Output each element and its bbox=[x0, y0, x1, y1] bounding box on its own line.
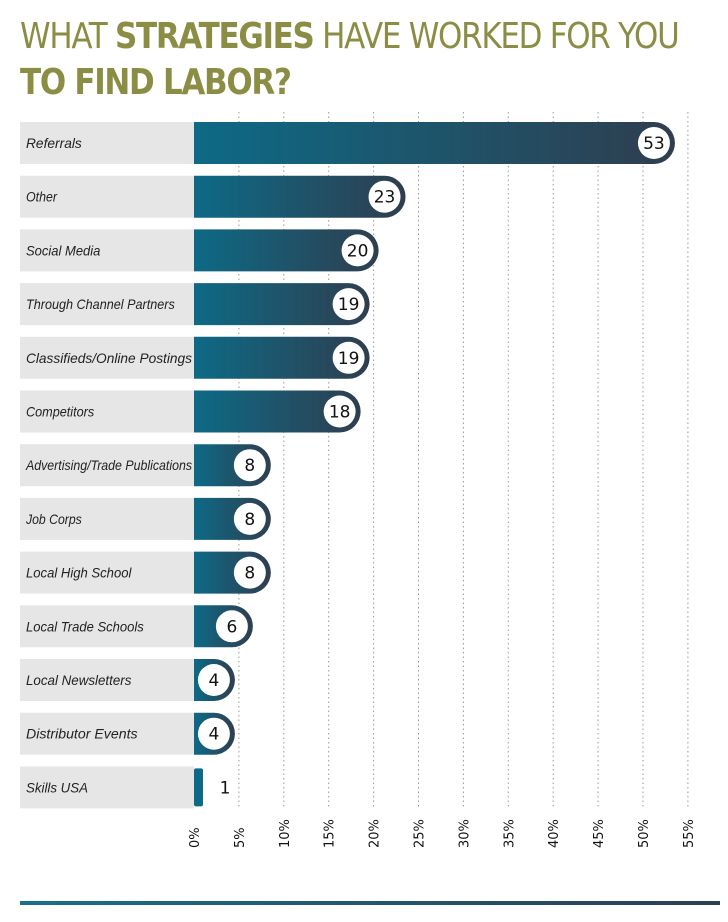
x-tick-label: 50% bbox=[637, 819, 652, 848]
value-badge bbox=[637, 127, 670, 159]
value-label: 19 bbox=[338, 295, 360, 315]
x-tick-label: 55% bbox=[682, 819, 697, 848]
x-tick-label: 0% bbox=[188, 827, 203, 848]
bar bbox=[194, 768, 203, 807]
category-label-bg bbox=[20, 497, 194, 540]
category-label: Local Trade Schools bbox=[26, 618, 144, 634]
category-label: Through Channel Partners bbox=[26, 296, 175, 312]
title-line-1-pre: WHAT bbox=[20, 16, 115, 57]
title-line-1-post: HAVE WORKED FOR YOU bbox=[313, 16, 680, 57]
footer-rule bbox=[20, 901, 720, 905]
value-badge bbox=[197, 717, 230, 750]
category-label: Other bbox=[26, 189, 58, 205]
category-label: Classifieds/Online Postings bbox=[26, 350, 192, 366]
category-label: Local Newsletters bbox=[26, 672, 131, 688]
category-label: Competitors bbox=[26, 404, 94, 420]
category-label-bg bbox=[20, 659, 194, 701]
value-badge bbox=[341, 234, 374, 267]
bar bbox=[194, 229, 379, 272]
bar bbox=[194, 175, 406, 218]
value-label: 23 bbox=[374, 188, 396, 208]
category-label-bg bbox=[20, 551, 194, 594]
category-label-bg bbox=[20, 444, 194, 487]
title-line-1-bold: STRATEGIES bbox=[114, 16, 315, 57]
category-label-bg bbox=[20, 175, 194, 218]
bar bbox=[194, 283, 370, 326]
value-badge bbox=[368, 180, 401, 213]
category-label: Social Media bbox=[26, 242, 101, 258]
category-label: Skills USA bbox=[26, 779, 88, 795]
x-tick-label: 25% bbox=[413, 819, 428, 848]
category-label: Advertising/Trade Publications bbox=[25, 457, 192, 473]
category-label-bg bbox=[20, 712, 194, 755]
value-label: 53 bbox=[643, 134, 665, 154]
value-label: 4 bbox=[209, 671, 220, 691]
category-label-bg bbox=[20, 390, 194, 433]
x-tick-label: 5% bbox=[233, 827, 248, 848]
title-line-2-bold: TO FIND LABOR? bbox=[20, 62, 292, 103]
bar bbox=[194, 390, 361, 433]
category-label-bg bbox=[20, 766, 194, 809]
bar bbox=[194, 122, 675, 164]
x-tick-label: 45% bbox=[592, 819, 607, 848]
value-badge bbox=[332, 288, 365, 321]
category-label-bg bbox=[20, 336, 194, 379]
value-label: 8 bbox=[244, 564, 255, 584]
category-label: Job Corps bbox=[25, 511, 82, 527]
bar bbox=[194, 336, 370, 379]
bar-chart: Referrals Other Social Media Through Channe… bbox=[20, 112, 697, 848]
category-label: Referrals bbox=[26, 135, 82, 151]
x-tick-label: 20% bbox=[368, 819, 383, 848]
value-badge bbox=[332, 341, 365, 374]
x-tick-label: 30% bbox=[457, 819, 472, 848]
value-badge bbox=[233, 556, 266, 589]
x-tick-label: 35% bbox=[502, 819, 517, 848]
chart-title: WHAT STRATEGIES HAVE WORKED FOR YOU TO F… bbox=[20, 14, 680, 106]
category-label: Local High School bbox=[26, 565, 132, 581]
value-label: 18 bbox=[329, 403, 351, 423]
bars: 53 23 20 19 19 18 8 8 8 6 4 4 1 bbox=[194, 122, 675, 807]
category-label-bg bbox=[20, 122, 194, 164]
title-line-1: WHAT STRATEGIES HAVE WORKED FOR YOU bbox=[20, 14, 680, 60]
x-tick-label: 40% bbox=[547, 819, 562, 848]
category-label-bg bbox=[20, 283, 194, 326]
x-axis-ticks: 0% 5% 10% 15% 20% 25% 30% 35% 40% 45% 50% 55% bbox=[188, 819, 697, 848]
value-label: 4 bbox=[209, 725, 220, 745]
category-label-bg bbox=[20, 605, 194, 648]
x-tick-label: 10% bbox=[278, 819, 293, 848]
value-label: 8 bbox=[244, 456, 255, 476]
value-label: 19 bbox=[338, 349, 360, 369]
value-label: 20 bbox=[347, 241, 369, 261]
category-labels: Referrals Other Social Media Through Channe… bbox=[20, 122, 194, 809]
value-badge bbox=[233, 449, 266, 482]
value-badge bbox=[323, 395, 356, 428]
value-label: 1 bbox=[220, 778, 231, 798]
category-label-bg bbox=[20, 229, 194, 272]
title-line-2: TO FIND LABOR? bbox=[20, 60, 622, 106]
value-badge bbox=[233, 502, 266, 535]
x-tick-label: 15% bbox=[323, 819, 338, 848]
category-label: Distributor Events bbox=[26, 726, 138, 742]
value-label: 8 bbox=[244, 510, 255, 530]
value-badge bbox=[215, 610, 248, 643]
value-label: 6 bbox=[226, 617, 237, 637]
value-badge bbox=[197, 664, 230, 696]
